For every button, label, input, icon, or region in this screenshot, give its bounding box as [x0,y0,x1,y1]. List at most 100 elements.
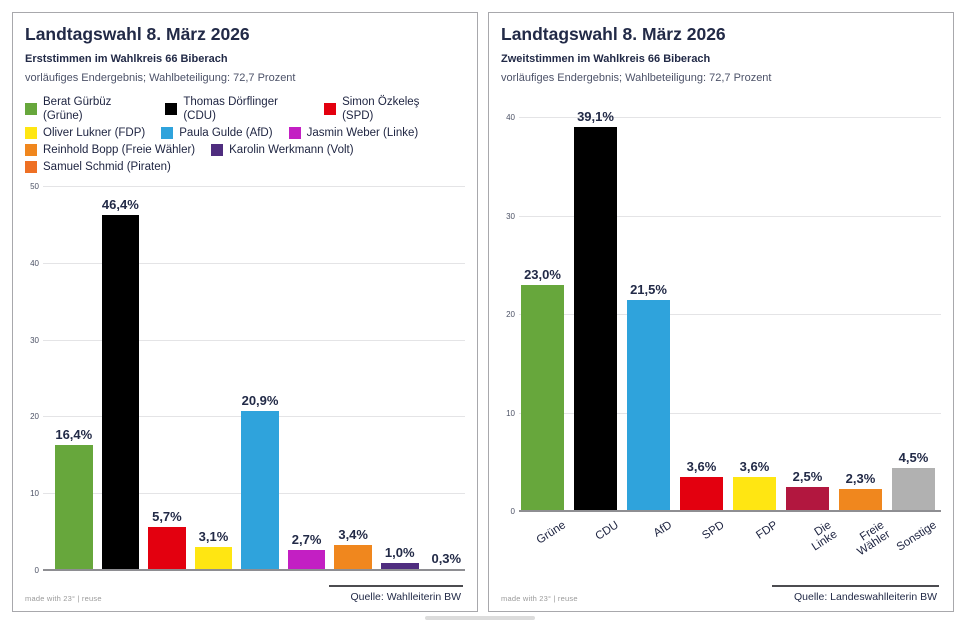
bar-afd[interactable] [241,410,279,571]
legend-label: Karolin Werkmann (Volt) [229,144,354,156]
bar-value-label: 46,4% [101,196,139,212]
bar-value-label: 2,3% [845,471,876,487]
x-tick-label-grüne: Grüne [534,519,568,547]
x-tick-label-freie-wähler: Freie Wähler [854,519,892,559]
bar-value-label: 5,7% [152,509,182,525]
legend-item-samuel-schmid-(piraten)[interactable]: Samuel Schmid (Piraten) [25,160,171,174]
x-axis-line [519,510,941,512]
bar-fdp[interactable] [733,476,776,512]
x-label-cell: Grüne [521,512,568,570]
bar-spd[interactable] [148,527,186,571]
panel-footer: made with 23° | reuse Quelle: Landeswahl… [501,585,941,605]
legend-label: Oliver Lukner (FDP) [43,127,146,139]
y-tick-label: 40 [30,258,39,268]
legend-item-paula-gulde-(afd)[interactable]: Paula Gulde (AfD) [161,126,273,140]
bar-linke[interactable] [287,550,326,571]
x-tick-label-sonstige: Sonstige [894,519,939,554]
bar-die-linke[interactable] [786,487,829,512]
legend-item-simon-özkeleş-(spd)[interactable]: Simon Özkeleş (SPD) [324,95,449,123]
bar-slot-sonstige: 4,5% [892,118,935,512]
bar-grüne[interactable] [55,445,93,571]
chart-subtitle: Zweitstimmen im Wahlkreis 66 Biberach [501,53,711,65]
legend-row: Reinhold Bopp (Freie Wähler) Karolin Werk… [25,143,465,157]
legend-label: Simon Özkeleş (SPD) [342,96,420,122]
bar-freie-wähler[interactable] [334,544,372,571]
chart-note: vorläufiges Endergebnis; Wahlbeteiligung… [25,72,296,84]
bar-value-label: 3,6% [686,458,717,474]
bar-slot-die-linke: 2,5% [786,118,829,512]
bar-freie-wähler[interactable] [839,489,882,512]
bar-slot-grüne: 23,0% [521,118,564,512]
bar-value-label: 39,1% [577,108,614,124]
bar-fdp[interactable] [194,547,233,571]
bar-slot-cdu: 39,1% [574,109,617,512]
bar-afd[interactable] [627,300,670,512]
panel-zweitstimmen: Landtagswahl 8. März 2026 Zweitstimmen i… [488,12,954,612]
legend-label: Jasmin Weber (Linke) [306,127,419,139]
bar-slot-freie-wähler: 2,3% [839,118,882,512]
legend-swatch-icon [165,103,178,115]
legend-item-reinhold-bopp-(freie-wähler)[interactable]: Reinhold Bopp (Freie Wähler) [25,143,195,157]
legend-swatch-icon [25,144,37,156]
y-tick-label: 40 [506,113,515,122]
bar-spd[interactable] [680,476,723,512]
legend-row: Berat Gürbüz (Grüne) Thomas Dörflinger (C… [25,95,465,123]
legend-swatch-icon [211,144,224,156]
bar-slot-grüne: 16,4% [55,187,93,571]
bar-grüne[interactable] [521,285,564,512]
bar-value-label: 2,5% [792,469,823,485]
bar-cdu[interactable] [101,214,140,571]
bar-value-label: 4,5% [898,449,929,465]
x-tick-label-cdu: CDU [593,519,621,543]
bar-slot-fdp: 3,6% [733,118,776,512]
x-label-cell: Sonstige [892,512,939,570]
x-axis-line [43,569,465,571]
y-tick-label: 10 [506,408,515,418]
y-tick-label: 30 [506,211,515,221]
legend-item-karolin-werkmann-(volt)[interactable]: Karolin Werkmann (Volt) [211,143,354,157]
bar-value-label: 2,7% [291,532,322,548]
bar-value-label: 1,0% [384,545,415,561]
chart-note: vorläufiges Endergebnis; Wahlbeteiligung… [501,72,772,84]
gridline [43,186,465,187]
panel-erststimmen: Landtagswahl 8. März 2026 Erststimmen im… [12,12,478,612]
chart-subtitle: Erststimmen im Wahlkreis 66 Biberach [25,53,228,65]
bars-group: 23,0% 39,1% 21,5% 3,6% 3,6% 2,5% 2,3% 4,5% [519,109,941,512]
legend-item-jasmin-weber-(linke)[interactable]: Jasmin Weber (Linke) [288,126,419,140]
bar-value-label: 0,3% [431,550,462,566]
bar-sonstige[interactable] [892,467,935,512]
bar-value-label: 3,6% [739,458,770,474]
bar-cdu[interactable] [574,126,617,512]
legend-swatch-icon [25,103,37,115]
made-with-credit[interactable]: made with 23° | reuse [25,594,102,603]
legend-item-oliver-lukner-(fdp)[interactable]: Oliver Lukner (FDP) [25,126,145,140]
legend-label: Thomas Dörflinger (CDU) [183,96,278,122]
legend-row: Oliver Lukner (FDP) Paula Gulde (AfD) Jasm… [25,126,465,140]
made-with-credit[interactable]: made with 23° | reuse [501,594,578,603]
bar-volt[interactable] [380,563,419,571]
x-tick-label-spd: SPD [700,519,727,543]
bar-slot-afd: 20,9% [241,187,279,571]
y-tick-label: 30 [30,335,39,345]
legend: Berat Gürbüz (Grüne) Thomas Dörflinger (C… [25,95,465,174]
legend-swatch-icon [161,127,174,139]
bar-slot-afd: 21,5% [627,118,670,512]
bar-value-label: 16,4% [55,427,93,443]
legend-item-berat-gürbüz-(grüne)[interactable]: Berat Gürbüz (Grüne) [25,95,149,123]
bar-slot-piraten: 0,3% [427,187,466,571]
gridline [43,262,465,264]
y-tick-label: 10 [30,489,39,499]
y-tick-label: 50 [30,182,39,191]
page-scroll-indicator [425,616,535,620]
bar-slot-linke: 2,7% [287,187,326,571]
x-label-cell: AfD [627,512,674,570]
legend-item-thomas-dörflinger-(cdu)[interactable]: Thomas Dörflinger (CDU) [165,95,308,123]
x-label-cell: CDU [574,512,621,570]
legend-swatch-icon [25,127,37,139]
chart-title: Landtagswahl 8. März 2026 [501,24,726,44]
bar-value-label: 20,9% [241,392,279,408]
x-tick-label-die-linke: Die Linke [809,519,839,554]
x-tick-label-afd: AfD [651,519,674,540]
bar-slot-spd: 3,6% [680,118,723,512]
source-label: Quelle: Wahlleiterin BW [328,585,463,603]
